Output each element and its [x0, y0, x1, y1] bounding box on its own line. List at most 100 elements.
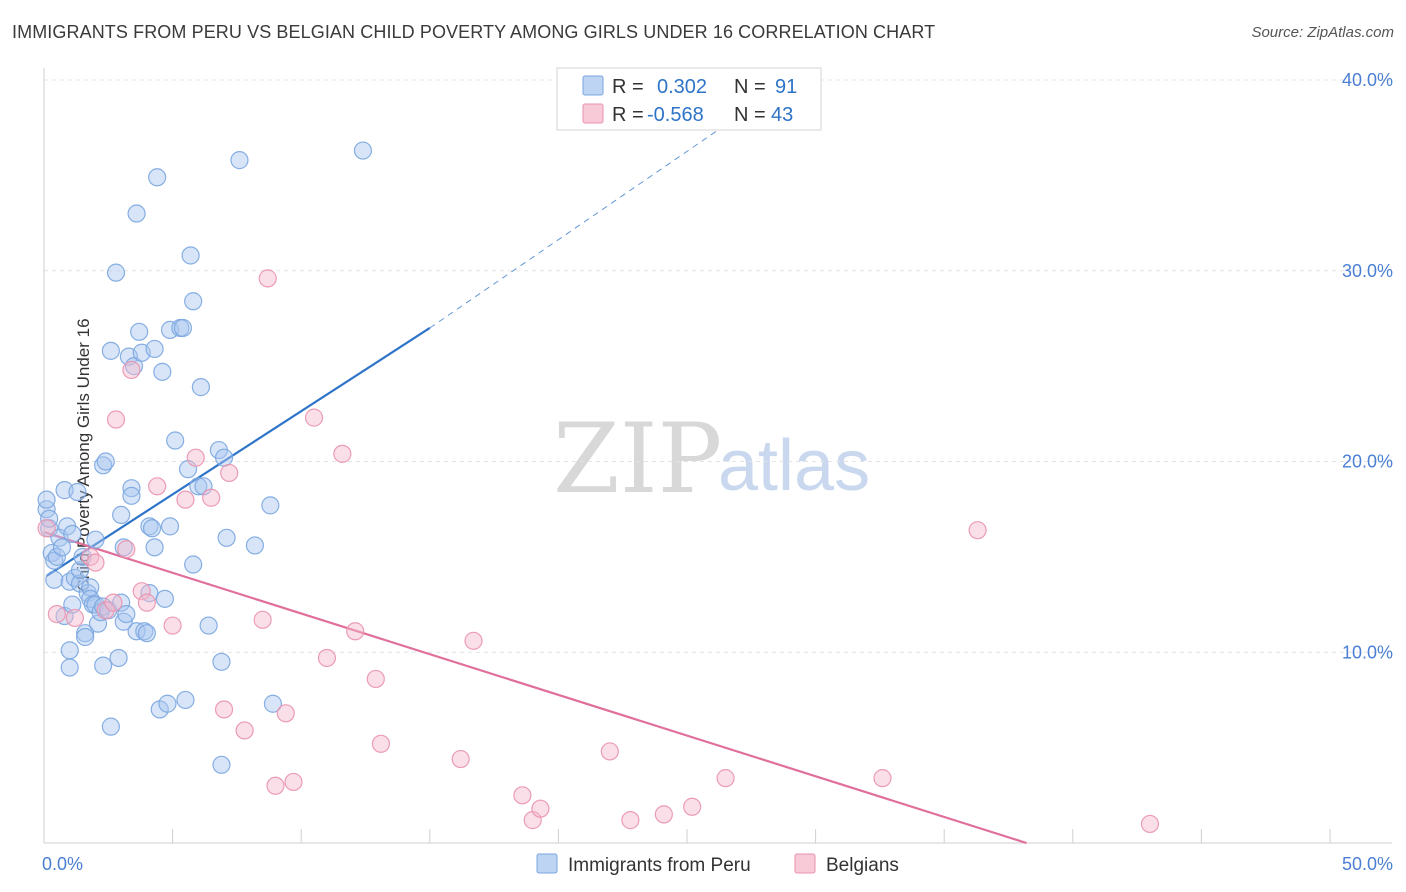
y-tick-label-3: 40.0%: [1342, 70, 1393, 90]
peru-point-1: [37, 490, 56, 509]
watermark-atlas: atlas: [718, 426, 870, 506]
belgians-point-9: [122, 360, 141, 380]
belgians-point-17: [214, 700, 234, 719]
peru-point-41: [112, 505, 131, 525]
peru-point-52: [130, 322, 149, 341]
peru-point-74: [184, 555, 203, 574]
y-tick-label-1: 20.0%: [1342, 452, 1393, 472]
belgians-point-16: [202, 488, 221, 507]
belgians-point-31: [451, 749, 470, 769]
source-label: Source: ZipAtlas.com: [1251, 24, 1394, 41]
legend-swatch-peru: [582, 75, 604, 96]
belgians-point-41: [873, 769, 892, 788]
peru-point-45: [117, 604, 136, 624]
belgians-point-20: [253, 610, 272, 629]
belgians-point-38: [654, 805, 673, 824]
belgians-point-40: [716, 769, 735, 788]
y-tick-label-2: 30.0%: [1342, 261, 1393, 281]
belgians-point-2: [65, 608, 84, 628]
trend-line-peru: [45, 327, 431, 577]
series-legend-label-belgians: Belgians: [826, 855, 899, 876]
belgians-point-12: [148, 477, 167, 496]
belgians-point-43: [1140, 814, 1160, 834]
belgians-point-42: [968, 521, 987, 540]
belgians-point-35: [531, 799, 550, 818]
peru-point-75: [184, 292, 203, 311]
peru-point-67: [160, 517, 180, 536]
peru-point-60: [145, 538, 164, 557]
legend-r-value-peru: 0.302: [657, 76, 707, 98]
peru-point-44: [114, 538, 133, 557]
peru-point-85: [230, 151, 249, 170]
tick-labels: 10.0% 20.0% 30.0% 40.0% 0.0% 50.0%: [42, 70, 1393, 874]
peru-point-87: [261, 496, 280, 515]
peru-point-58: [142, 519, 162, 538]
belgians-point-11: [137, 593, 156, 612]
peru-point-84: [217, 528, 236, 547]
peru-point-12: [60, 641, 79, 660]
belgians-point-13: [163, 616, 182, 635]
belgians-point-18: [220, 463, 239, 483]
peru-point-18: [68, 482, 87, 502]
peru-point-71: [176, 690, 195, 710]
belgians-point-25: [304, 408, 324, 427]
watermark: ZIP atlas: [553, 403, 870, 515]
x-tick-label-min: 0.0%: [42, 854, 83, 874]
belgians-point-37: [621, 811, 640, 830]
legend-r-label-peru: R =: [612, 76, 644, 98]
series-legend: Immigrants from Peru Belgians: [536, 853, 899, 876]
peru-point-29: [86, 530, 105, 549]
chart-title: IMMIGRANTS FROM PERU VS BELGIAN CHILD PO…: [12, 22, 936, 42]
peru-point-47: [122, 479, 141, 498]
belgians-point-5: [96, 601, 115, 620]
belgians-point-22: [266, 776, 285, 795]
peru-point-30: [88, 614, 108, 633]
belgians-point-8: [117, 540, 136, 559]
legend-n-label-peru: N =: [734, 76, 766, 98]
belgians-point-32: [464, 631, 483, 650]
legend-swatch-belgians: [582, 103, 604, 124]
peru-point-79: [199, 616, 218, 635]
peru-point-73: [181, 246, 200, 265]
peru-point-20: [70, 561, 90, 580]
y-tick-label-0: 10.0%: [1342, 642, 1393, 662]
x-tick-label-max: 50.0%: [1342, 854, 1393, 874]
legend-r-label-belgians: R =: [612, 104, 644, 126]
belgians-point-30: [371, 734, 391, 753]
peru-point-6: [47, 547, 66, 566]
axes: [43, 68, 1392, 844]
series-legend-swatch-peru: [536, 853, 558, 874]
peru-point-70: [173, 318, 192, 338]
legend-n-label-belgians: N =: [734, 104, 766, 126]
grid-lines: [44, 79, 1392, 653]
belgians-point-23: [276, 704, 295, 723]
belgians-point-29: [366, 669, 385, 689]
peru-point-40: [109, 648, 128, 668]
peru-point-56: [140, 517, 159, 536]
peru-point-64: [155, 589, 174, 608]
peru-point-22: [76, 624, 95, 643]
trend-line-belgians: [43, 531, 1027, 845]
belgians-point-19: [235, 721, 254, 740]
belgians-point-0: [37, 519, 56, 538]
belgians-point-7: [106, 410, 126, 429]
peru-point-83: [214, 448, 234, 467]
peru-point-65: [158, 694, 177, 713]
peru-point-35: [96, 452, 115, 471]
peru-point-89: [353, 141, 373, 160]
peru-point-42: [112, 593, 131, 612]
stats-legend: R = 0.302 N = 91 R = -0.568 N = 43: [556, 67, 822, 131]
peru-point-76: [189, 477, 208, 496]
data-points: [37, 141, 1160, 834]
watermark-zip: ZIP: [553, 403, 722, 515]
peru-point-55: [137, 624, 156, 643]
belgians-point-1: [47, 604, 66, 624]
peru-point-39: [106, 263, 126, 282]
belgians-point-33: [513, 786, 532, 805]
belgians-point-4: [86, 553, 105, 572]
peru-point-81: [212, 652, 231, 671]
peru-point-54: [135, 622, 154, 641]
peru-point-5: [45, 570, 64, 589]
peru-point-59: [145, 339, 164, 359]
